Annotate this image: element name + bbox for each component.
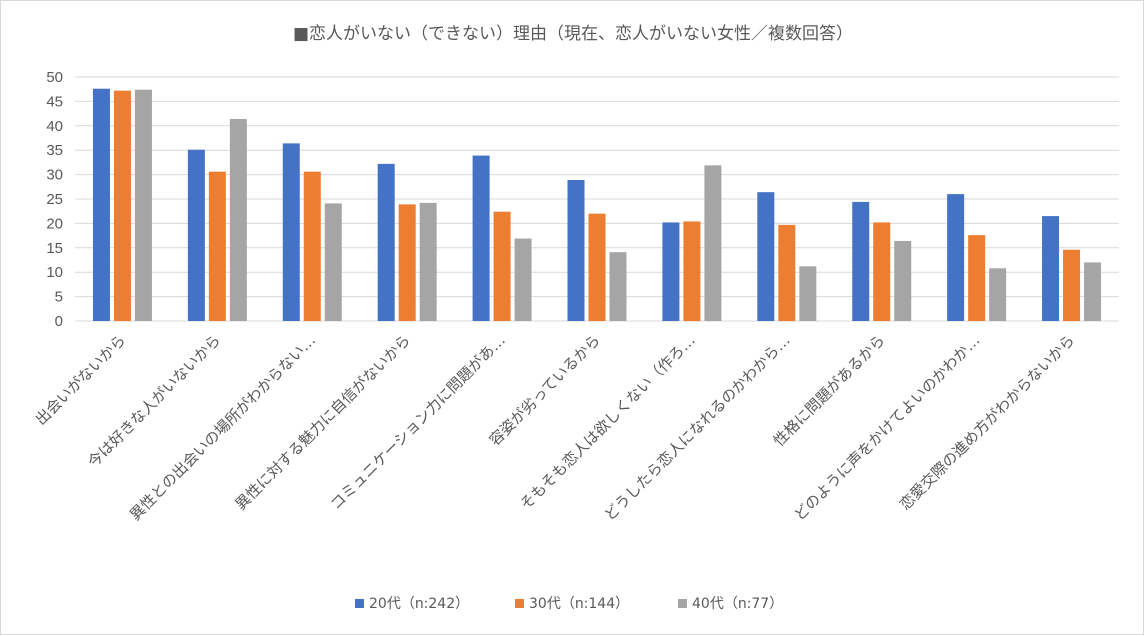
legend-swatch (355, 599, 364, 608)
y-tick-label: 25 (46, 191, 63, 208)
bar-series-3-cat-6 (609, 252, 627, 321)
bar-series-2-cat-1 (113, 90, 131, 321)
y-tick-label: 20 (46, 215, 63, 232)
bar-series-2-cat-7 (683, 221, 701, 321)
x-category-label: どのように声をかけてよいのかわか… (790, 331, 983, 524)
x-axis-categories: 出会いがないから今は好きな人がいないから異性との出会いの場所がわからない…異性に… (32, 331, 1079, 524)
x-category-label: 異性に対する魅力に自信がないから (232, 331, 414, 513)
bar-series-3-cat-1 (134, 89, 152, 321)
y-tick-label: 5 (55, 289, 63, 306)
bar-series-1-cat-5 (472, 155, 490, 321)
bar-series-2-cat-3 (303, 171, 321, 321)
bar-series-1-cat-3 (282, 143, 300, 321)
y-tick-label: 15 (46, 240, 63, 257)
x-category-label: どうしたら恋人になれるのかわから… (601, 331, 794, 524)
bar-series-1-cat-8 (757, 192, 775, 321)
y-tick-label: 10 (46, 264, 63, 281)
y-tick-label: 50 (46, 69, 63, 86)
bar-series-3-cat-11 (1084, 262, 1102, 321)
bar-series-3-cat-10 (989, 268, 1007, 321)
bar-series-2-cat-6 (588, 213, 606, 321)
bar-series-1-cat-10 (947, 194, 965, 321)
bar-series-1-cat-9 (852, 201, 870, 321)
bar-series-1-cat-1 (92, 88, 110, 321)
x-category-label: そもそも恋人は欲しくない（作ろ… (517, 331, 699, 513)
bar-series-3-cat-3 (324, 203, 342, 321)
legend-swatch (678, 599, 687, 608)
bar-series-1-cat-2 (187, 149, 205, 321)
bar-series-2-cat-9 (873, 222, 891, 321)
legend-label: 40代（n:77） (692, 596, 783, 612)
bar-series-3-cat-2 (229, 118, 247, 321)
y-tick-label: 45 (46, 93, 63, 110)
legend-swatch (515, 599, 524, 608)
bar-series-1-cat-11 (1042, 216, 1060, 321)
legend: 20代（n:242） 30代（n:144） 40代（n:77） (355, 596, 783, 612)
x-category-label: コミュニケーション力に問題があ… (327, 331, 509, 513)
bar-series-2-cat-8 (778, 224, 796, 321)
bar-series-1-cat-6 (567, 179, 585, 321)
bar-series-3-cat-5 (514, 238, 532, 321)
y-tick-label: 35 (46, 142, 63, 159)
y-tick-label: 40 (46, 118, 63, 135)
y-tick-label: 30 (46, 167, 63, 184)
bar-series-2-cat-10 (968, 235, 986, 321)
x-category-label: 異性との出会いの場所がわからない… (126, 331, 319, 524)
x-category-label: 出会いがないから (32, 331, 130, 429)
bar-series-1-cat-7 (662, 222, 680, 321)
bar-series-2-cat-4 (398, 204, 416, 321)
chart-title: ■恋人がいない（できない）理由（現在、恋人がいない女性／複数回答） (293, 23, 853, 44)
bars (92, 88, 1102, 321)
bar-series-1-cat-4 (377, 163, 395, 321)
bar-series-3-cat-4 (419, 202, 437, 321)
y-tick-label: 0 (55, 313, 63, 330)
x-category-label: 恋愛交際の進め方がわからないから (896, 331, 1078, 513)
legend-label: 20代（n:242） (369, 596, 469, 612)
bar-series-2-cat-11 (1063, 249, 1081, 321)
bar-series-3-cat-8 (799, 266, 817, 321)
bar-series-2-cat-5 (493, 211, 511, 321)
legend-label: 30代（n:144） (529, 596, 629, 612)
bar-series-3-cat-9 (894, 240, 912, 321)
y-axis-ticks: 0 5 10 15 20 25 30 35 40 45 50 (46, 69, 63, 330)
bar-series-2-cat-2 (208, 171, 226, 321)
bar-series-3-cat-7 (704, 165, 722, 321)
